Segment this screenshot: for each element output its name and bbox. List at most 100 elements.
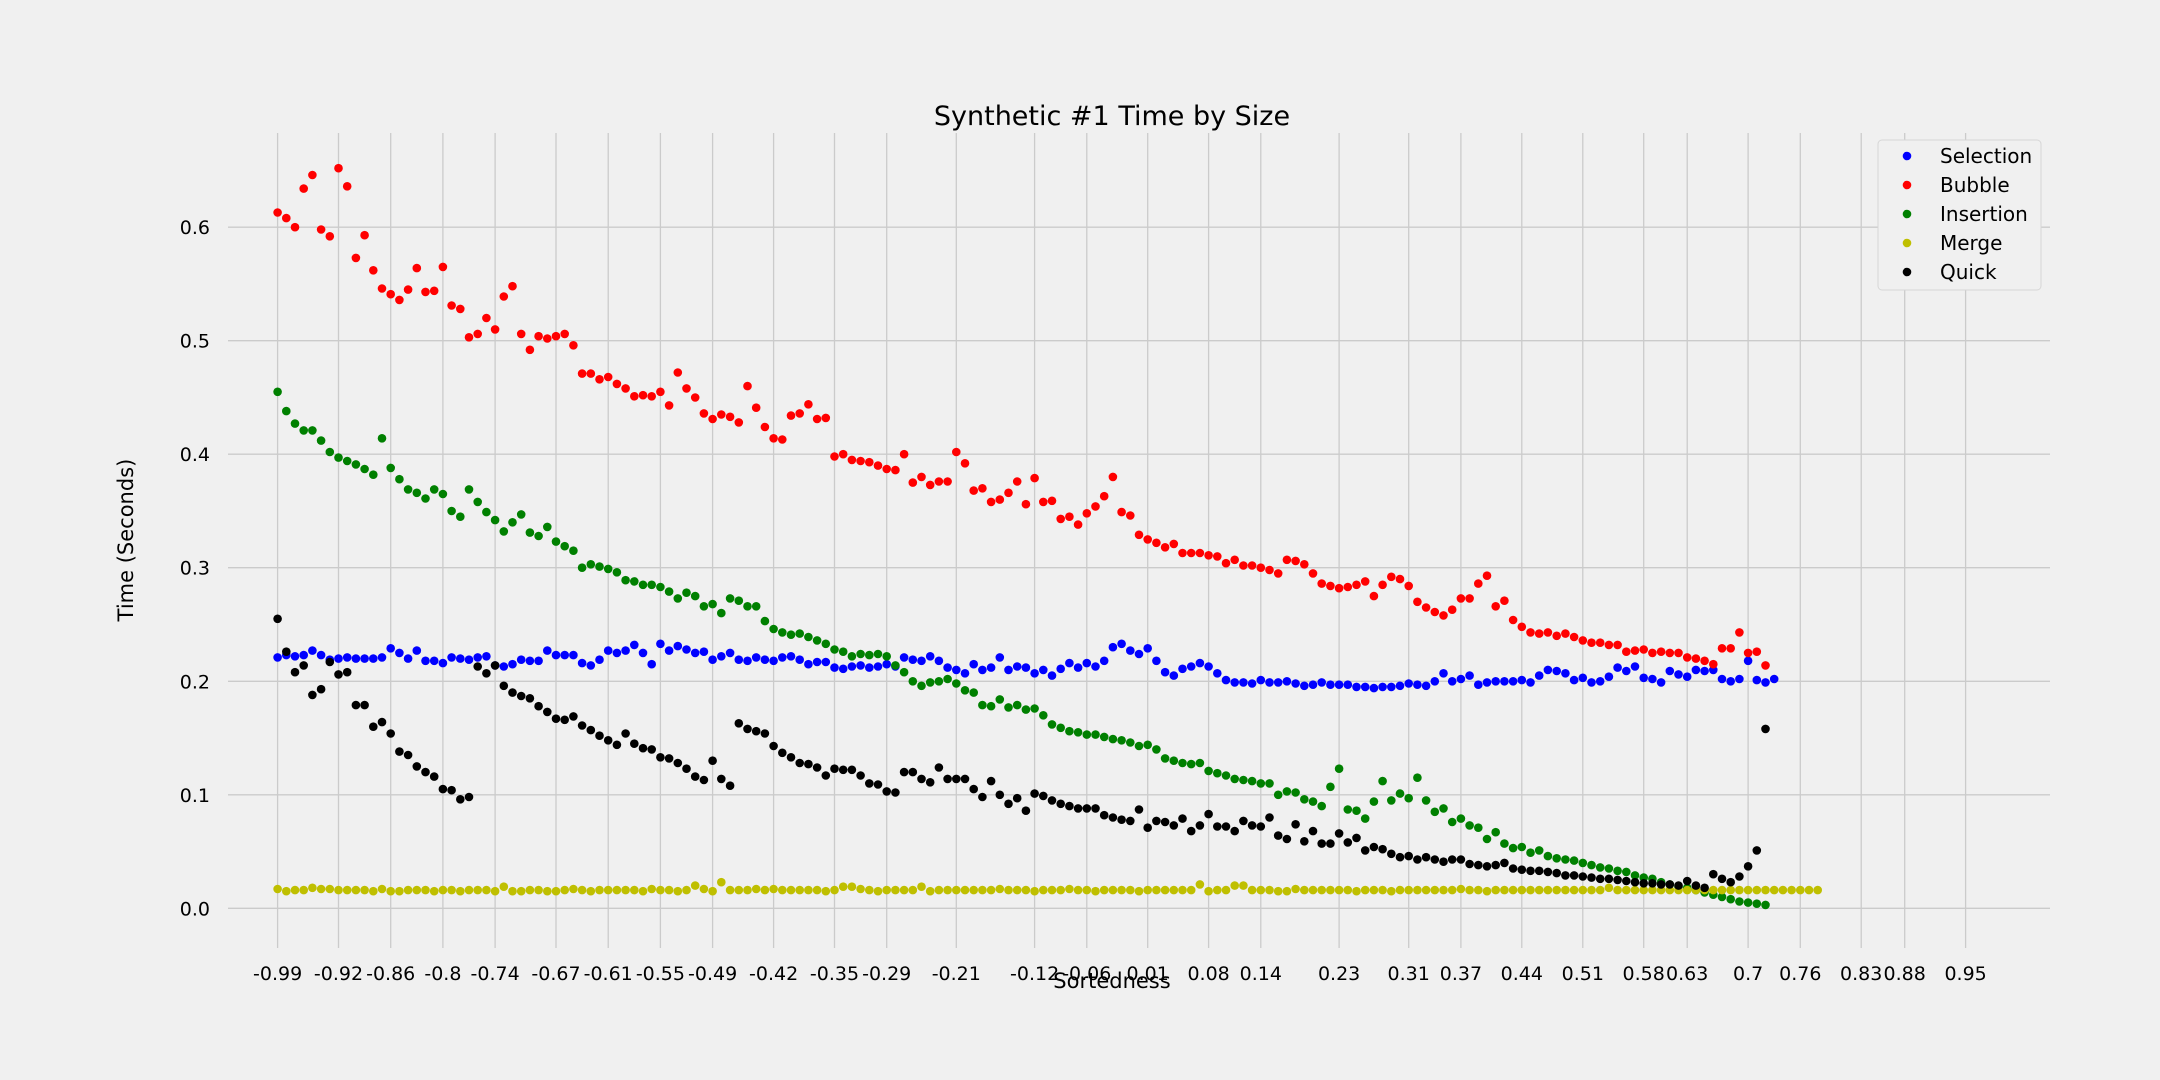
merge-point bbox=[334, 885, 343, 895]
merge-point bbox=[1395, 885, 1405, 895]
merge-point bbox=[1778, 885, 1788, 895]
x-tick-label: 0.23 bbox=[1318, 963, 1360, 985]
bubble-point bbox=[1204, 551, 1213, 560]
bubble-point bbox=[838, 449, 848, 459]
insertion-point bbox=[925, 678, 935, 687]
bubble-point bbox=[1134, 530, 1144, 540]
merge-point bbox=[804, 885, 813, 895]
x-tick-label: -0.99 bbox=[253, 963, 302, 985]
quick-point bbox=[1056, 799, 1065, 809]
merge-point bbox=[1735, 885, 1744, 895]
merge-point bbox=[812, 885, 822, 895]
merge-point bbox=[847, 882, 857, 891]
insertion-point bbox=[412, 488, 422, 498]
merge-point bbox=[1317, 885, 1326, 895]
merge-point bbox=[952, 885, 961, 895]
insertion-point bbox=[682, 588, 691, 597]
quick-point bbox=[1552, 868, 1561, 878]
bubble-point bbox=[612, 379, 622, 389]
bubble-point bbox=[1456, 594, 1466, 603]
insertion-point bbox=[1273, 790, 1283, 800]
bubble-point bbox=[873, 461, 883, 470]
merge-point bbox=[673, 886, 683, 896]
quick-point bbox=[1395, 852, 1405, 862]
bubble-point bbox=[1169, 539, 1179, 549]
selection-point bbox=[682, 645, 691, 654]
quick-point bbox=[1308, 826, 1318, 836]
insertion-point bbox=[499, 527, 509, 536]
merge-point bbox=[1378, 885, 1387, 895]
quick-point bbox=[1317, 839, 1326, 848]
bubble-point bbox=[1326, 581, 1335, 591]
insertion-point bbox=[1221, 771, 1231, 780]
bubble-point bbox=[847, 455, 857, 465]
x-tick-label: 0.51 bbox=[1562, 963, 1604, 985]
legend-box bbox=[1877, 139, 2042, 291]
insertion-point bbox=[1282, 787, 1292, 796]
selection-point bbox=[917, 656, 926, 666]
merge-point bbox=[1300, 885, 1309, 895]
merge-point bbox=[560, 885, 569, 895]
bubble-point bbox=[482, 313, 491, 323]
merge-point bbox=[865, 885, 874, 895]
insertion-point bbox=[812, 636, 822, 645]
insertion-point bbox=[743, 602, 752, 611]
quick-point bbox=[1404, 851, 1413, 861]
merge-point bbox=[1360, 885, 1370, 895]
x-tick-label: -0.21 bbox=[932, 963, 981, 985]
merge-point bbox=[412, 885, 422, 895]
merge-point bbox=[1099, 885, 1109, 895]
quick-point bbox=[1517, 865, 1527, 874]
quick-point bbox=[1700, 883, 1709, 893]
insertion-point bbox=[334, 453, 343, 462]
insertion-point bbox=[899, 667, 909, 677]
merge-point bbox=[1065, 884, 1074, 894]
insertion-point bbox=[1552, 854, 1561, 863]
quick-point bbox=[934, 763, 944, 772]
insertion-point bbox=[456, 512, 465, 521]
bubble-point bbox=[638, 390, 648, 400]
selection-point bbox=[882, 659, 891, 669]
selection-point bbox=[751, 653, 761, 662]
selection-point bbox=[1622, 666, 1631, 676]
quick-point bbox=[986, 776, 996, 786]
merge-point bbox=[1534, 885, 1544, 895]
bubble-point bbox=[1648, 648, 1657, 658]
merge-point bbox=[1073, 885, 1083, 895]
insertion-point bbox=[838, 647, 848, 656]
quick-point bbox=[482, 669, 491, 678]
merge-point bbox=[360, 885, 369, 895]
insertion-point bbox=[603, 564, 613, 574]
merge-point bbox=[734, 885, 744, 895]
chart-title: Synthetic #1 Time by Size bbox=[934, 101, 1290, 132]
bubble-point bbox=[1735, 628, 1744, 637]
quick-point bbox=[786, 753, 796, 762]
insertion-point bbox=[856, 649, 865, 659]
merge-point bbox=[1709, 885, 1718, 895]
insertion-point bbox=[1291, 788, 1300, 797]
selection-point bbox=[1308, 680, 1318, 689]
selection-point bbox=[795, 655, 804, 664]
insertion-point bbox=[325, 447, 335, 457]
bubble-point bbox=[899, 449, 909, 459]
bubble-point bbox=[943, 477, 952, 486]
bubble-point bbox=[273, 208, 282, 217]
selection-point bbox=[1317, 678, 1326, 687]
quick-point bbox=[1169, 821, 1179, 830]
bubble-point bbox=[699, 409, 709, 418]
insertion-point bbox=[708, 599, 717, 609]
bubble-point bbox=[908, 478, 918, 487]
merge-point bbox=[1195, 880, 1205, 889]
merge-point bbox=[1787, 885, 1796, 895]
bubble-point bbox=[804, 400, 813, 409]
quick-point bbox=[1482, 862, 1492, 871]
merge-point bbox=[1143, 885, 1152, 895]
bubble-point bbox=[447, 301, 456, 310]
selection-point bbox=[830, 663, 839, 672]
quick-point bbox=[1273, 831, 1283, 840]
merge-point bbox=[1273, 886, 1283, 896]
bubble-point bbox=[342, 182, 352, 191]
quick-point bbox=[1456, 855, 1466, 864]
x-tick-label: -0.67 bbox=[531, 963, 580, 985]
